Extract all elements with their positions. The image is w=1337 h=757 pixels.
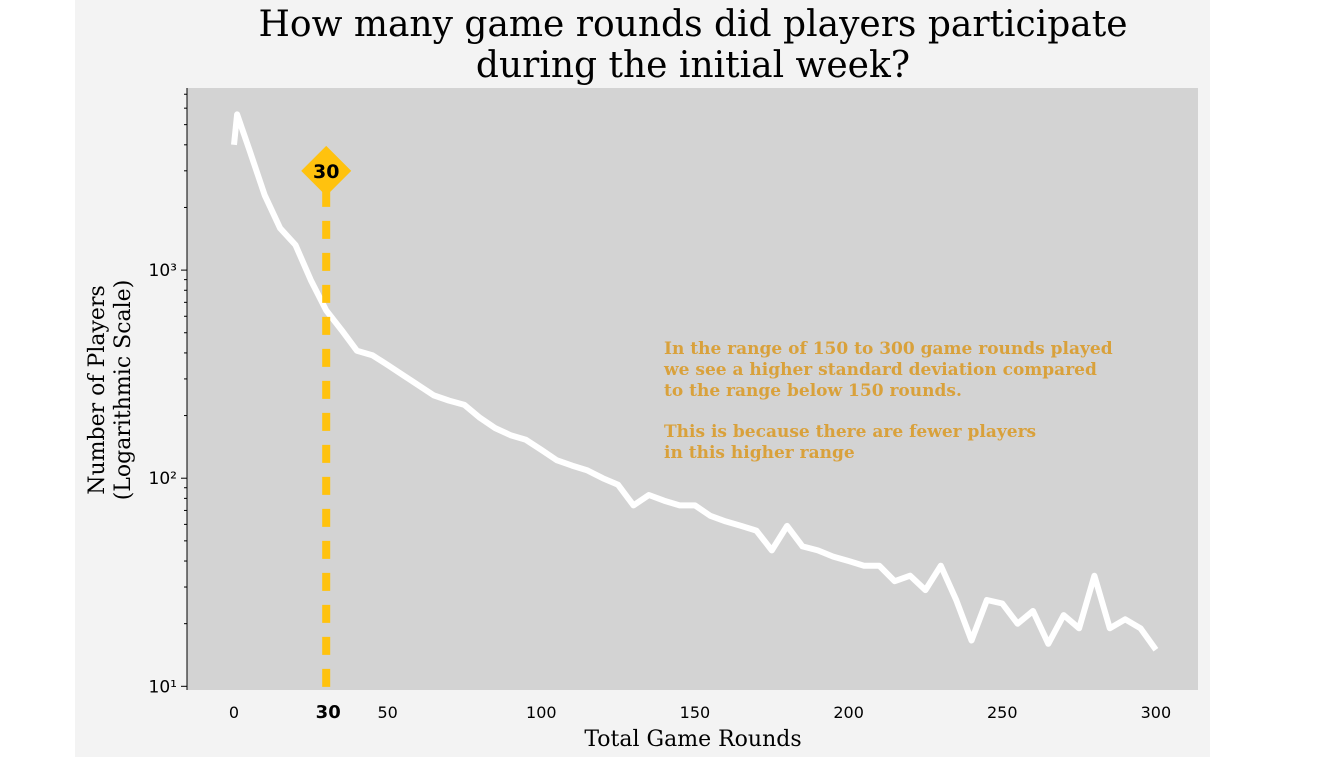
- x-tick-label: 150: [680, 703, 711, 722]
- x-tick-label: 250: [987, 703, 1018, 722]
- y-tick-label: 10³: [149, 261, 177, 281]
- y-tick-label: 10²: [149, 469, 177, 489]
- plot-area: [187, 88, 1198, 690]
- x-tick-label: 200: [833, 703, 864, 722]
- annotation-text: In the range of 150 to 300 game rounds p…: [664, 339, 1113, 359]
- y-tick-label: 10¹: [149, 677, 177, 697]
- annotation-text: we see a higher standard deviation compa…: [663, 360, 1097, 380]
- reference-label: 30: [313, 161, 339, 183]
- y-axis-label: Number of Players: [85, 285, 110, 494]
- reference-marker: [301, 145, 352, 196]
- x-tick-label: 100: [526, 703, 557, 722]
- chart-title: during the initial week?: [476, 45, 910, 86]
- annotation-text: to the range below 150 rounds.: [664, 381, 962, 401]
- x-tick-label: 300: [1141, 703, 1172, 722]
- reference-x-label: 30: [316, 702, 341, 723]
- x-axis-label: Total Game Rounds: [584, 727, 801, 752]
- data-line: [231, 111, 1159, 652]
- x-tick-label: 0: [229, 703, 239, 722]
- x-tick-label: 50: [377, 703, 397, 722]
- y-axis-label: (Logarithmic Scale): [111, 280, 136, 501]
- annotation-text: in this higher range: [664, 443, 855, 463]
- chart-title: How many game rounds did players partici…: [259, 4, 1128, 45]
- annotation-text: This is because there are fewer players: [664, 422, 1036, 442]
